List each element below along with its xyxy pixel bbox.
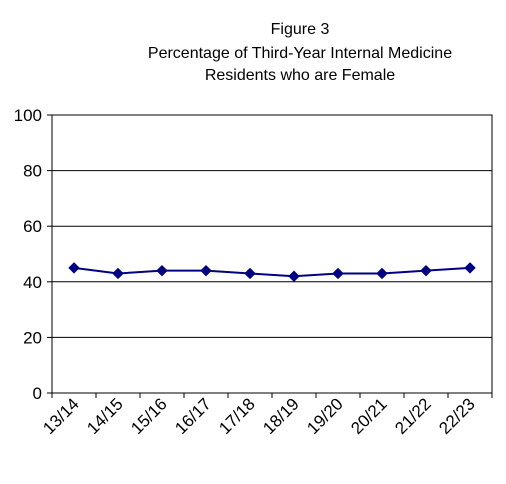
data-point-16-17 [200, 264, 212, 277]
series-line [73, 266, 471, 278]
x-tick-label: 16/17 [171, 394, 215, 438]
y-tick-label: 60 [23, 217, 42, 236]
figure-number: Figure 3 [270, 21, 330, 38]
x-tick-label: 20/21 [347, 394, 391, 438]
x-tick-label: 18/19 [259, 394, 303, 438]
y-tick-label: 100 [14, 106, 42, 125]
data-point-13-14 [68, 262, 80, 274]
y-tick-label: 80 [23, 162, 42, 181]
chart-subtitle: Residents who are Female [204, 67, 396, 84]
data-point-17-18 [244, 267, 256, 280]
chart-title: Percentage of Third-Year Internal Medici… [147, 45, 453, 62]
data-point-15-16 [156, 264, 168, 277]
x-tick-label: 19/20 [303, 394, 347, 438]
x-tick-label: 21/22 [391, 394, 435, 438]
x-tick-label: 22/23 [435, 394, 479, 438]
x-tick-label: 17/18 [215, 394, 259, 438]
y-tick-label: 40 [23, 273, 42, 292]
plot-area [51, 114, 493, 394]
data-point-22-23 [464, 262, 476, 274]
data-point-20-21 [376, 267, 388, 280]
data-point-19-20 [332, 267, 344, 280]
x-tick-label: 14/15 [83, 394, 127, 438]
x-tick-label: 15/16 [127, 394, 171, 438]
data-point-14-15 [112, 267, 124, 280]
x-tick-label: 13/14 [39, 394, 83, 438]
y-tick-label: 0 [33, 384, 42, 403]
y-tick-label: 20 [23, 328, 42, 347]
data-point-21-22 [420, 264, 432, 277]
data-point-18-19 [288, 270, 300, 282]
